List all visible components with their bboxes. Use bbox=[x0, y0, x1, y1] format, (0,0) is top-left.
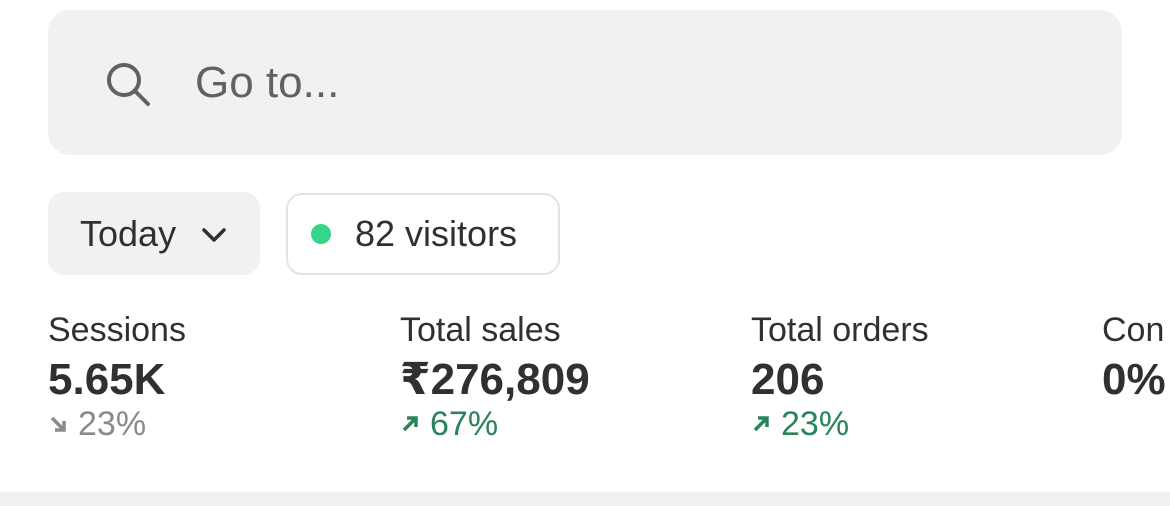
date-label: Today bbox=[80, 213, 177, 254]
metric-label: Sessions bbox=[48, 311, 186, 349]
metric-value: 5.65K bbox=[48, 355, 166, 404]
metric-value: 206 bbox=[751, 355, 825, 404]
metric-change: 23% bbox=[48, 404, 186, 444]
metric: Total orders 206 23% bbox=[751, 310, 929, 444]
metric-label: Con bbox=[1102, 311, 1165, 349]
change-value: 23% bbox=[78, 405, 147, 443]
metric-change: 67% bbox=[400, 404, 590, 444]
metric: Total sales ₹276,809 67% bbox=[400, 310, 590, 444]
search-box[interactable] bbox=[48, 10, 1122, 155]
metric-label: Total sales bbox=[400, 311, 561, 349]
date-button[interactable] bbox=[48, 192, 260, 275]
metric: Sessions 5.65K 23% bbox=[48, 310, 186, 444]
metric-change: 23% bbox=[751, 404, 929, 444]
divider-band bbox=[0, 492, 1170, 506]
search-icon bbox=[107, 63, 150, 106]
trend-arrow bbox=[402, 416, 418, 432]
trend-arrow bbox=[50, 416, 66, 432]
chevron bbox=[202, 228, 226, 242]
trend-arrow bbox=[753, 416, 769, 432]
metric-value: 0% bbox=[1102, 355, 1166, 404]
metric-value: ₹276,809 bbox=[400, 355, 590, 404]
live-dot bbox=[311, 224, 331, 244]
visitors-label: 82 visitors bbox=[355, 213, 518, 254]
metric-label: Total orders bbox=[751, 311, 929, 349]
metric: Con 0% bbox=[1102, 310, 1166, 406]
change-value: 23% bbox=[781, 405, 850, 443]
search-placeholder: Go to... bbox=[195, 58, 340, 107]
change-value: 67% bbox=[430, 405, 499, 443]
visitors-pill[interactable] bbox=[286, 193, 560, 275]
